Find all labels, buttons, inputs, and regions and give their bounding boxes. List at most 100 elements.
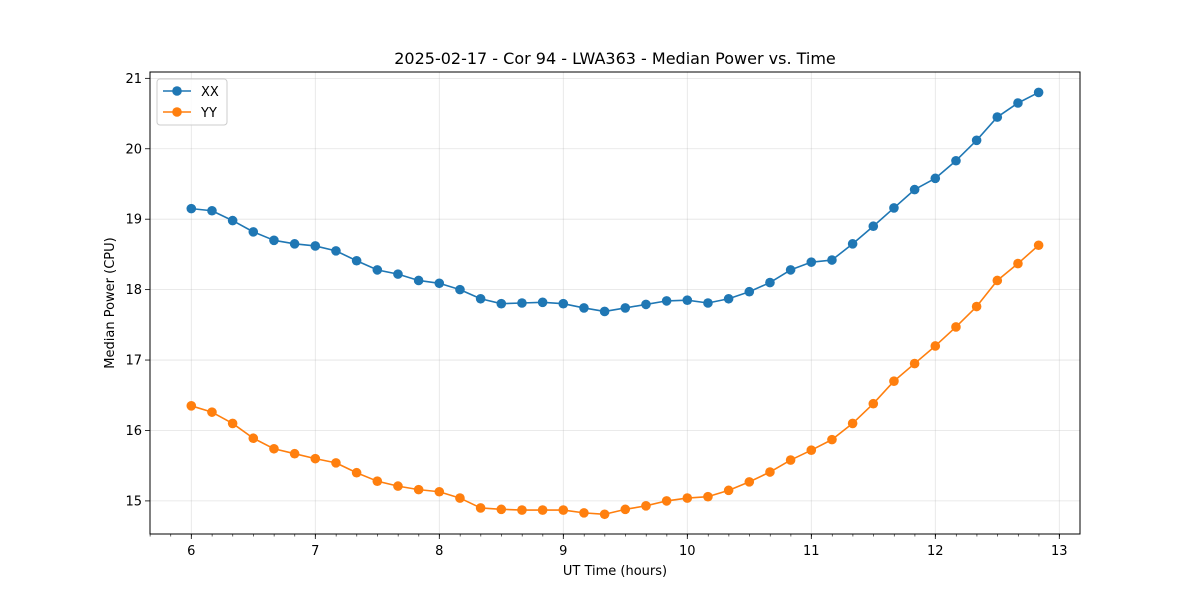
data-point-xx [372,265,383,275]
data-point-yy [1033,240,1044,251]
x-tick-label: 6 [187,544,195,559]
data-point-xx [951,155,961,166]
y-tick-label: 17 [125,354,142,369]
data-point-xx [723,293,734,304]
data-point-yy [186,401,197,411]
data-point-yy [207,407,217,417]
data-point-xx [248,227,259,237]
legend: XX YY [156,78,228,126]
data-point-xx [207,205,217,216]
data-point-yy [620,504,631,515]
data-point-yy [868,398,879,409]
data-point-xx [641,299,651,310]
data-point-yy [744,477,755,487]
data-point-xx [289,239,300,249]
data-point-xx [558,298,569,309]
y-axis-label: Median Power (CPU) [103,237,118,368]
data-point-xx [744,286,755,297]
data-point-yy [310,453,321,464]
data-point-yy [661,496,672,506]
data-point-yy [806,445,817,455]
data-point-yy [372,476,383,486]
data-point-xx [351,255,362,266]
data-point-xx [930,173,941,184]
plot-frame [149,71,1081,535]
legend-marker-yy [172,107,182,117]
x-tick-label: 9 [559,544,567,559]
data-point-yy [889,376,899,386]
data-point-xx [537,297,548,308]
data-point-yy [703,491,713,502]
x-tick-label: 10 [679,544,696,559]
data-point-xx [1013,98,1023,108]
x-tick-label: 7 [311,544,319,559]
data-point-yy [289,448,300,459]
data-point-xx [475,293,486,304]
data-point-xx [227,215,238,226]
data-point-xx [827,255,837,265]
data-point-yy [992,275,1003,286]
data-point-xx [785,265,796,275]
chart-title: 2025-02-17 - Cor 94 - LWA363 - Median Po… [394,49,836,68]
data-point-yy [930,341,941,351]
data-point-yy [909,358,920,369]
data-point-xx [455,284,465,295]
y-tick-label: 16 [125,424,142,439]
data-point-yy [455,493,465,503]
data-point-xx [682,295,693,305]
data-point-yy [723,485,734,496]
data-point-xx [310,241,321,251]
data-point-yy [434,486,445,497]
legend-label-yy: YY [200,106,217,121]
data-point-xx [393,269,403,279]
data-point-xx [579,303,589,313]
data-point-yy [517,505,527,515]
data-point-xx [413,275,424,286]
data-point-xx [496,298,507,309]
data-point-yy [475,503,486,513]
data-point-xx [971,135,982,146]
data-point-yy [331,458,341,468]
y-tick-label: 18 [125,283,142,298]
x-tick-label: 13 [1051,544,1068,559]
legend-marker-xx [172,86,182,96]
series-points-yy [186,240,1044,520]
data-point-xx [599,306,610,317]
data-point-yy [537,505,548,515]
data-point-xx [517,298,527,308]
x-tick-label: 8 [435,544,443,559]
data-point-yy [641,501,651,511]
data-point-yy [248,433,259,444]
data-point-yy [393,481,403,491]
data-point-xx [889,203,899,213]
data-point-xx [806,257,817,267]
data-point-xx [331,246,341,256]
data-point-xx [868,221,879,232]
data-point-xx [909,184,920,195]
grid [150,72,1080,534]
y-tick-label: 15 [125,494,142,509]
series-points-xx [186,87,1044,317]
data-point-xx [620,303,631,313]
y-tick-label: 19 [125,213,142,228]
data-point-xx [186,203,197,214]
data-point-yy [227,418,238,429]
series-layer [186,87,1044,520]
data-point-yy [599,509,610,520]
data-point-yy [847,418,858,429]
x-axis: 6 7 8 9 10 11 12 13 [149,534,1068,559]
data-point-xx [992,112,1003,122]
data-point-xx [847,239,858,249]
data-point-xx [269,235,279,246]
data-point-yy [785,455,796,465]
data-point-yy [558,505,569,515]
data-point-xx [703,298,713,308]
x-tick-label: 11 [803,544,820,559]
data-point-yy [682,493,693,503]
data-point-yy [1013,258,1023,269]
data-point-xx [1033,87,1044,98]
data-point-yy [827,434,837,445]
legend-label-xx: XX [201,85,219,100]
data-point-yy [351,467,362,478]
